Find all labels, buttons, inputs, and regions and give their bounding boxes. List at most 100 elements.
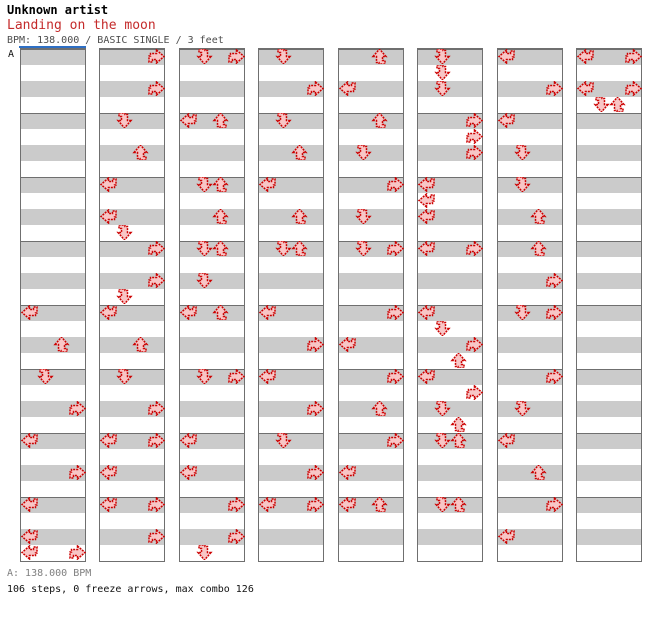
note-arrow-right [147,528,165,544]
note-arrow-right [306,496,324,512]
note-arrow-down [274,240,292,256]
song-title: Landing on the moon [7,18,156,33]
note-arrow-right [227,528,245,544]
note-arrow-up [449,432,467,448]
note-arrow-left [99,176,117,192]
note-arrow-down [433,432,451,448]
note-arrow-left [338,336,356,352]
note-arrow-down [195,48,213,64]
note-arrow-left [338,464,356,480]
note-arrow-right [545,272,563,288]
note-arrow-left [20,496,38,512]
note-arrow-down [433,496,451,512]
note-arrow-left [338,496,356,512]
note-arrow-left [417,304,435,320]
note-arrow-up [290,208,308,224]
note-arrow-down [195,240,213,256]
artist-name: Unknown artist [7,3,109,17]
note-arrow-right [624,48,642,64]
note-arrow-left [417,208,435,224]
note-arrow-right [465,128,483,144]
note-arrow-down [513,304,531,320]
note-arrow-left [338,80,356,96]
note-arrow-right [147,48,165,64]
note-arrow-left [258,176,276,192]
note-arrow-up [529,464,547,480]
note-arrow-down [115,112,133,128]
note-arrow-down [513,400,531,416]
note-arrow-right [386,368,404,384]
note-arrow-down [354,240,372,256]
note-arrow-right [465,112,483,128]
note-arrow-down [433,400,451,416]
note-arrow-left [417,176,435,192]
note-arrow-right [545,304,563,320]
note-arrow-up [211,304,229,320]
note-arrow-left [497,48,515,64]
note-arrow-up [449,496,467,512]
measure-column-2 [99,48,165,562]
note-arrow-right [68,464,86,480]
note-arrow-right [386,240,404,256]
note-arrow-down [433,320,451,336]
note-arrow-left [417,192,435,208]
note-arrow-left [179,432,197,448]
note-arrow-left [99,304,117,320]
note-arrow-down [433,64,451,80]
note-arrow-left [20,432,38,448]
note-arrow-left [576,80,594,96]
note-arrow-down [433,48,451,64]
note-arrow-up [211,112,229,128]
note-arrow-right [386,176,404,192]
note-arrow-up [449,416,467,432]
note-arrow-left [497,112,515,128]
note-arrow-down [115,368,133,384]
note-arrow-right [227,48,245,64]
note-arrow-up [211,240,229,256]
note-arrow-up [608,96,626,112]
measure-column-8 [576,48,642,562]
note-arrow-left [576,48,594,64]
note-arrow-left [99,464,117,480]
note-arrow-down [195,176,213,192]
note-arrow-right [306,464,324,480]
note-arrow-down [274,432,292,448]
note-arrow-left [258,368,276,384]
note-arrow-right [545,80,563,96]
note-arrow-left [258,496,276,512]
note-arrow-right [306,80,324,96]
note-arrow-down [195,368,213,384]
note-arrow-right [227,368,245,384]
footer-bpm-line: A: 138.000 BPM [7,568,92,579]
note-arrow-right [68,544,86,560]
note-arrow-up [211,176,229,192]
note-arrow-left [417,368,435,384]
note-arrow-left [99,432,117,448]
note-arrow-down [592,96,610,112]
note-arrow-down [115,224,133,240]
note-arrow-left [99,496,117,512]
note-arrow-left [20,528,38,544]
note-arrow-down [433,80,451,96]
note-arrow-left [20,544,38,560]
note-arrow-up [370,112,388,128]
note-arrow-right [386,304,404,320]
note-arrow-right [624,80,642,96]
note-arrow-down [195,544,213,560]
note-arrow-right [306,400,324,416]
note-arrow-left [497,432,515,448]
note-arrow-up [131,144,149,160]
note-arrow-right [545,368,563,384]
note-arrow-down [274,112,292,128]
note-arrow-up [370,496,388,512]
measure-column-7 [497,48,563,562]
note-arrow-left [179,112,197,128]
note-arrow-right [147,496,165,512]
note-arrow-left [497,528,515,544]
note-arrow-up [52,336,70,352]
note-arrow-right [545,496,563,512]
note-arrow-down [115,288,133,304]
note-arrow-right [147,80,165,96]
note-arrow-right [147,432,165,448]
